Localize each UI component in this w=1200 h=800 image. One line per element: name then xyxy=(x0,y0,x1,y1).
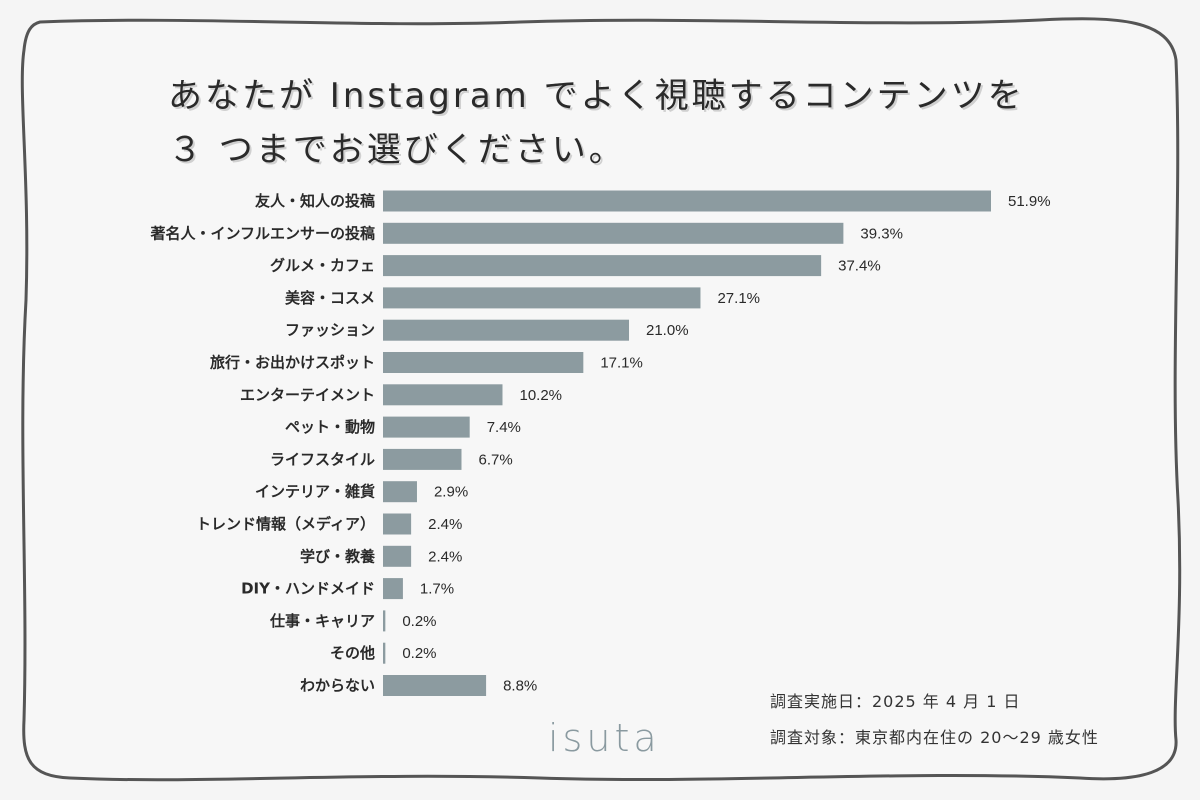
bar xyxy=(383,287,701,309)
category-label: わからない xyxy=(300,677,375,695)
value-label: 0.2% xyxy=(402,645,436,662)
value-label: 8.8% xyxy=(503,678,537,695)
bar xyxy=(383,513,412,535)
bar xyxy=(383,448,462,470)
value-label: 51.9% xyxy=(1008,193,1051,210)
bar xyxy=(383,384,503,406)
category-label: 美容・コスメ xyxy=(285,289,375,307)
chart-title-line-2: ３ つまでお選びください。 xyxy=(168,130,626,170)
value-label: 7.4% xyxy=(487,419,521,436)
value-label: 0.2% xyxy=(402,613,436,630)
survey-target-note: 調査対象：東京都内在住の 20〜29 歳女性 xyxy=(770,728,1099,747)
category-label: ファッション xyxy=(285,321,375,339)
value-label: 37.4% xyxy=(838,258,881,275)
bar xyxy=(383,578,403,600)
value-label: 17.1% xyxy=(600,355,643,372)
value-label: 39.3% xyxy=(860,225,903,242)
category-label: ライフスタイル xyxy=(270,450,375,468)
bar xyxy=(383,352,584,373)
value-label: 21.0% xyxy=(646,322,689,339)
value-label: 6.7% xyxy=(478,451,512,468)
bar xyxy=(383,319,630,341)
category-label: DIY・ハンドメイド xyxy=(241,580,375,598)
value-label: 1.7% xyxy=(420,581,454,598)
chart-title-line-1: あなたが Instagram でよく視聴するコンテンツを xyxy=(168,76,1025,116)
category-label: 著名人・インフルエンサーの投稿 xyxy=(149,224,375,242)
category-label: ペット・動物 xyxy=(285,418,375,436)
category-label: インテリア・雑貨 xyxy=(255,483,375,501)
category-label: トレンド情報（メディア） xyxy=(196,515,375,533)
value-label: 2.4% xyxy=(428,548,462,565)
category-label: 学び・教養 xyxy=(300,547,376,565)
bar xyxy=(383,255,822,277)
bar xyxy=(383,190,991,212)
value-label: 2.4% xyxy=(428,516,462,533)
isuta-logo: isuta xyxy=(548,716,661,760)
value-label: 10.2% xyxy=(519,387,562,404)
value-label: 27.1% xyxy=(717,290,760,307)
bar xyxy=(383,416,470,438)
bar xyxy=(383,610,386,632)
category-label: グルメ・カフェ xyxy=(270,257,375,275)
bar xyxy=(383,642,386,664)
bar xyxy=(383,222,844,244)
category-label: 旅行・お出かけスポット xyxy=(210,354,375,372)
survey-date-note: 調査実施日：2025 年 4 月 1 日 xyxy=(770,692,1021,711)
value-label: 2.9% xyxy=(434,484,468,501)
bar xyxy=(383,675,487,696)
bar xyxy=(383,481,417,503)
category-label: 友人・知人の投稿 xyxy=(255,192,375,210)
category-label: その他 xyxy=(330,644,375,662)
bar xyxy=(383,545,412,567)
category-label: エンターテイメント xyxy=(240,386,375,404)
category-label: 仕事・キャリア xyxy=(269,612,375,630)
bars: 友人・知人の投稿 51.9% 著名人・インフルエンサーの投稿 39.3% グルメ・カフェ… xyxy=(149,190,1051,696)
